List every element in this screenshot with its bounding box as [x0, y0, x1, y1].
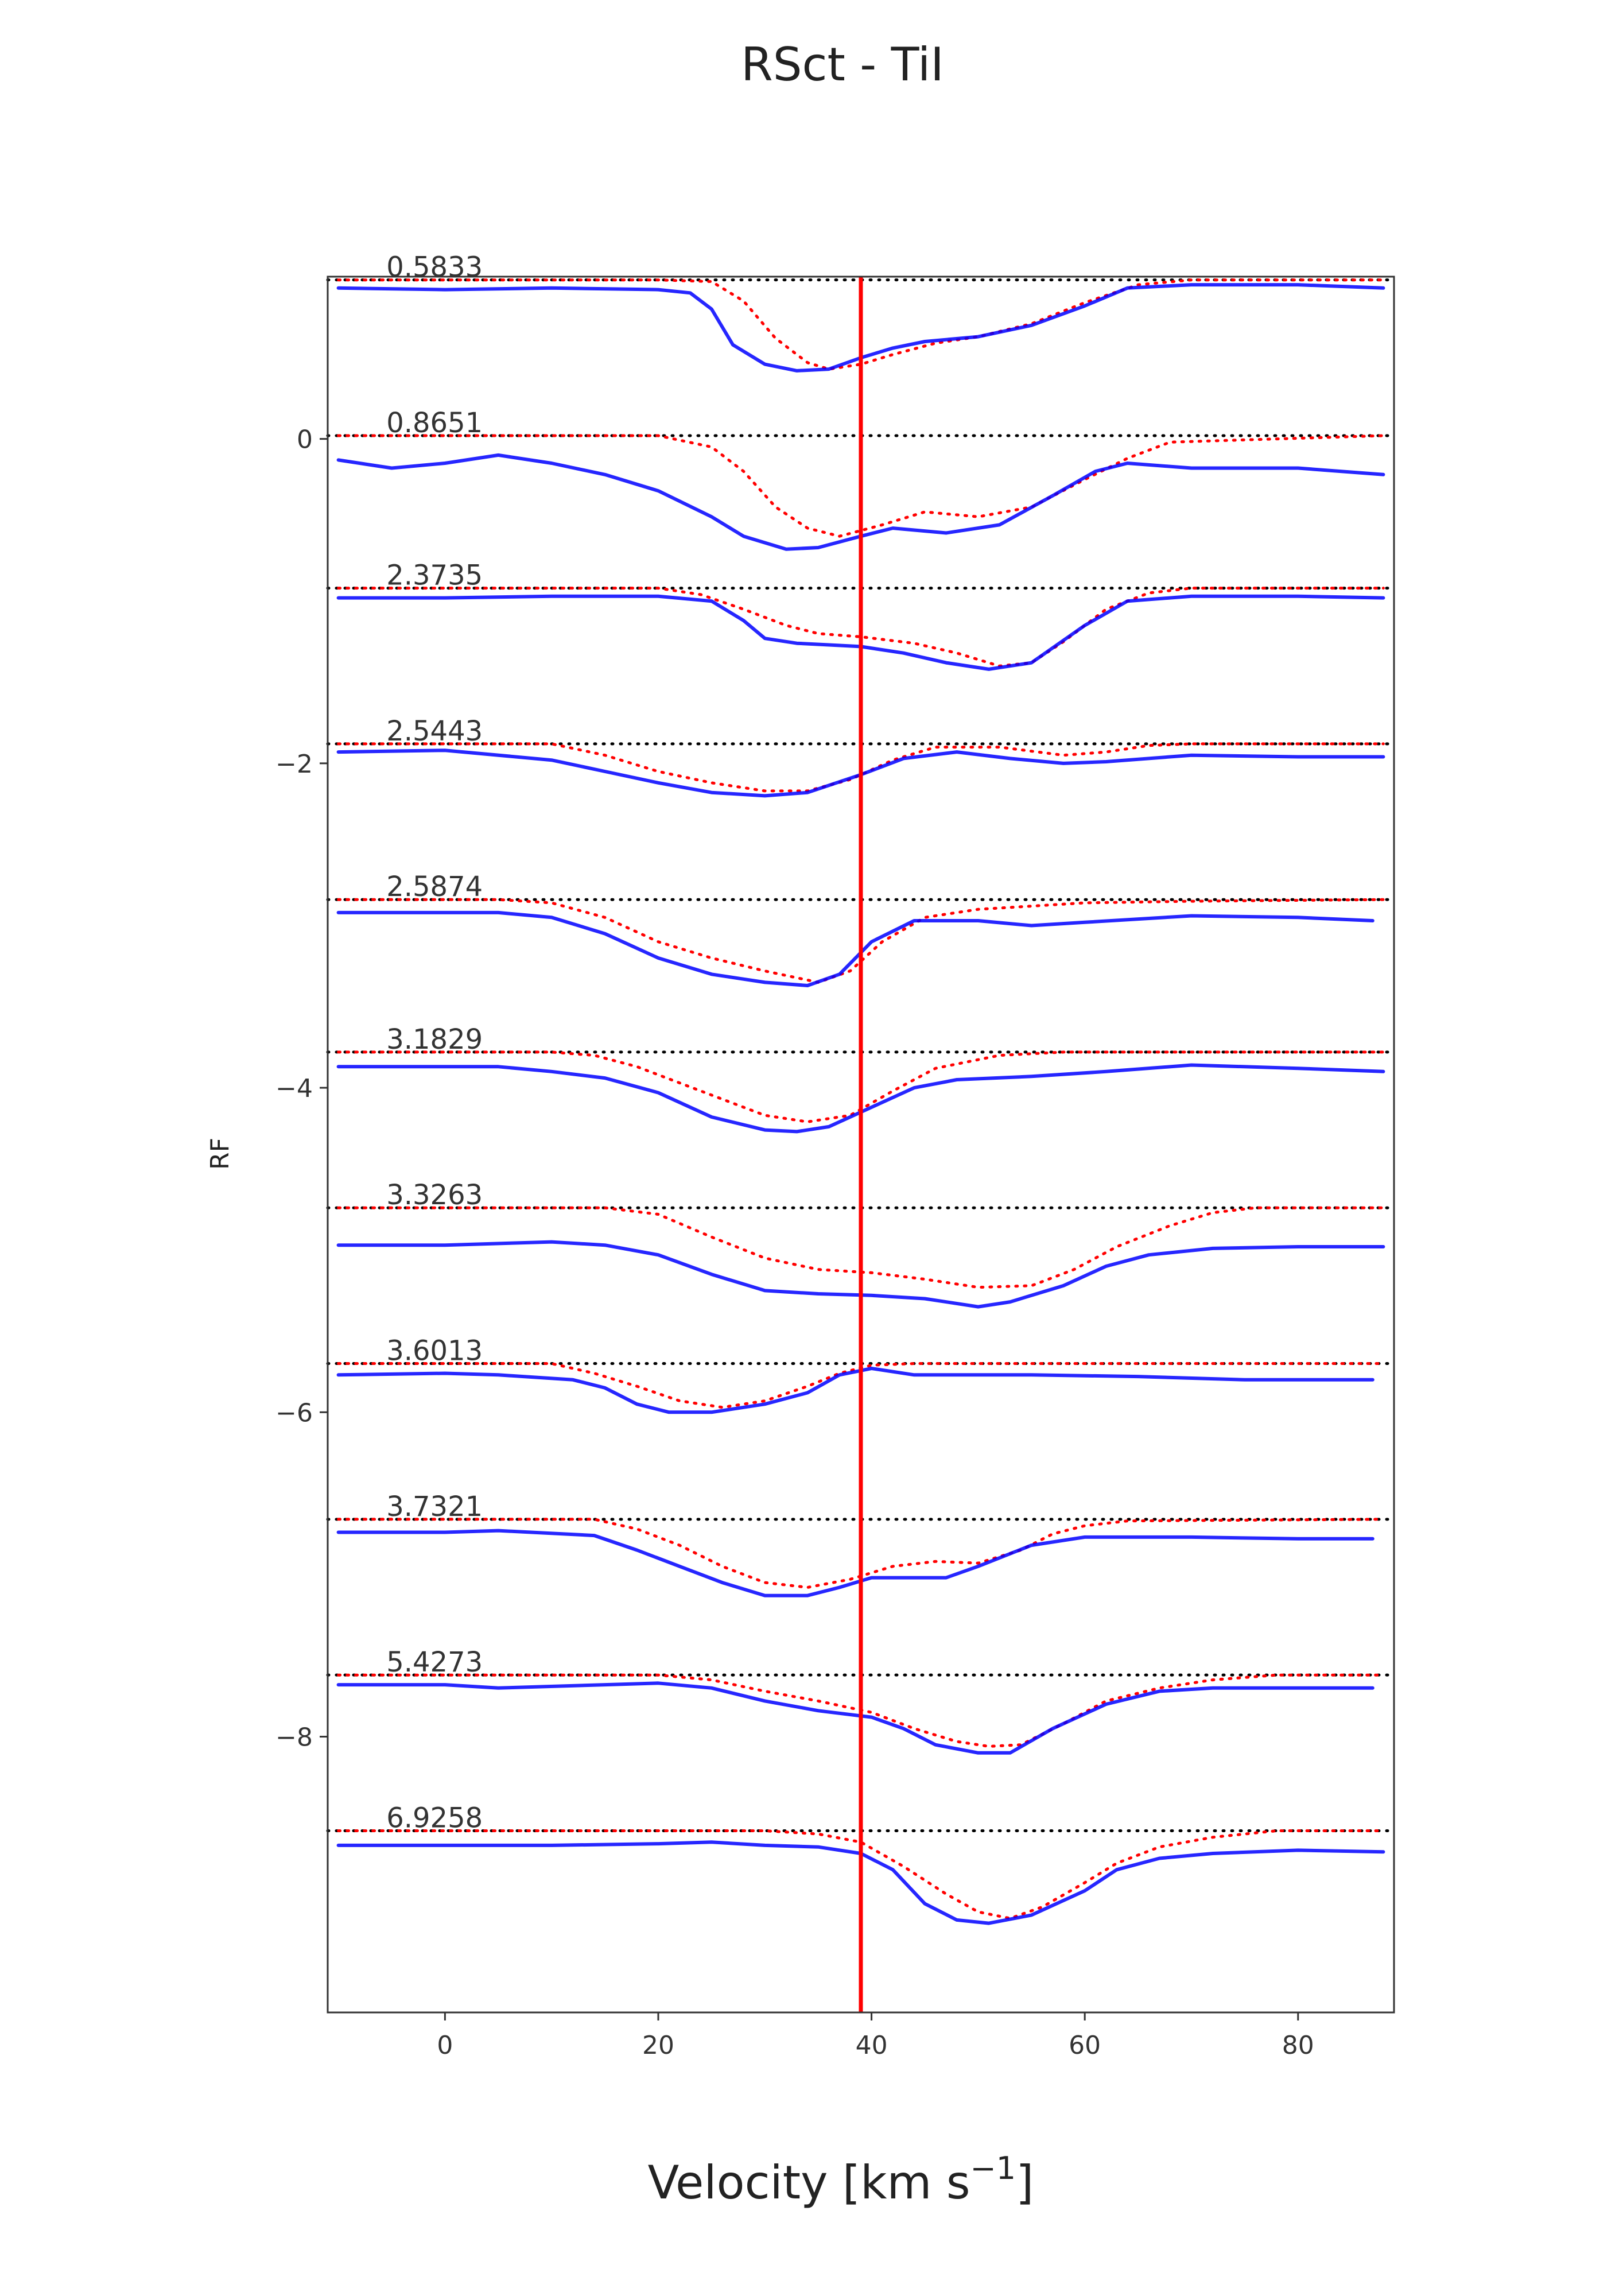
- model-line-6: [337, 1206, 1385, 1289]
- phase-label-4: 2.5874: [386, 871, 483, 903]
- phase-label-2: 2.3735: [386, 560, 483, 592]
- phase-label-3: 2.5443: [386, 715, 483, 747]
- x-tick-label-0: 0: [437, 2031, 453, 2060]
- phase-label-7: 3.6013: [386, 1335, 483, 1367]
- model-line-1: [337, 434, 1385, 538]
- x-axis-label-close: ]: [1016, 2156, 1034, 2209]
- observed-line-9: [336, 1681, 1374, 1755]
- x-tick-label-3: 60: [1069, 2031, 1101, 2060]
- observed-line-4: [336, 910, 1374, 987]
- phase-label-6: 3.3263: [386, 1179, 483, 1211]
- model-line-7: [337, 1362, 1385, 1409]
- phase-label-9: 5.4273: [386, 1646, 483, 1678]
- observed-line-7: [336, 1367, 1374, 1414]
- observed-line-5: [336, 1063, 1385, 1134]
- phase-label-1: 0.8651: [386, 407, 483, 439]
- x-axis-label: Velocity [km s−1]: [648, 2150, 1034, 2209]
- y-axis-label: RF: [205, 1138, 235, 1170]
- model-line-5: [337, 1050, 1385, 1123]
- y-tick-label-2: −4: [275, 1074, 313, 1103]
- observed-line-10: [336, 1840, 1385, 1925]
- x-tick-label-2: 40: [856, 2031, 888, 2060]
- observed-line-8: [336, 1529, 1374, 1597]
- plot-frame: [327, 276, 1395, 2014]
- y-tick-label-3: −6: [275, 1398, 313, 1428]
- model-line-9: [337, 1673, 1385, 1748]
- model-line-10: [337, 1829, 1385, 1920]
- phase-label-8: 3.7321: [386, 1491, 483, 1523]
- phase-label-10: 6.9258: [386, 1802, 483, 1834]
- x-tick-label-1: 20: [642, 2031, 674, 2060]
- x-axis-label-main: Velocity [km s: [648, 2156, 970, 2209]
- x-tick-label-4: 80: [1282, 2031, 1314, 2060]
- phase-label-5: 3.1829: [386, 1023, 483, 1056]
- observed-line-0: [336, 283, 1385, 373]
- x-axis-label-exponent: −1: [970, 2150, 1016, 2186]
- y-tick-label-1: −2: [275, 750, 313, 779]
- y-tick-label-4: −8: [275, 1723, 313, 1752]
- model-line-8: [337, 1518, 1385, 1589]
- observed-line-6: [336, 1240, 1385, 1309]
- chart-title: RSct - TiI: [741, 38, 944, 91]
- observed-line-1: [336, 453, 1385, 551]
- y-tick-label-0: 0: [297, 425, 313, 455]
- plot-area: 0.5833 0.8651 2.3735 2.5443 2.5874 3.1829 3.32…: [275, 251, 1396, 2060]
- phase-label-0: 0.5833: [386, 251, 483, 284]
